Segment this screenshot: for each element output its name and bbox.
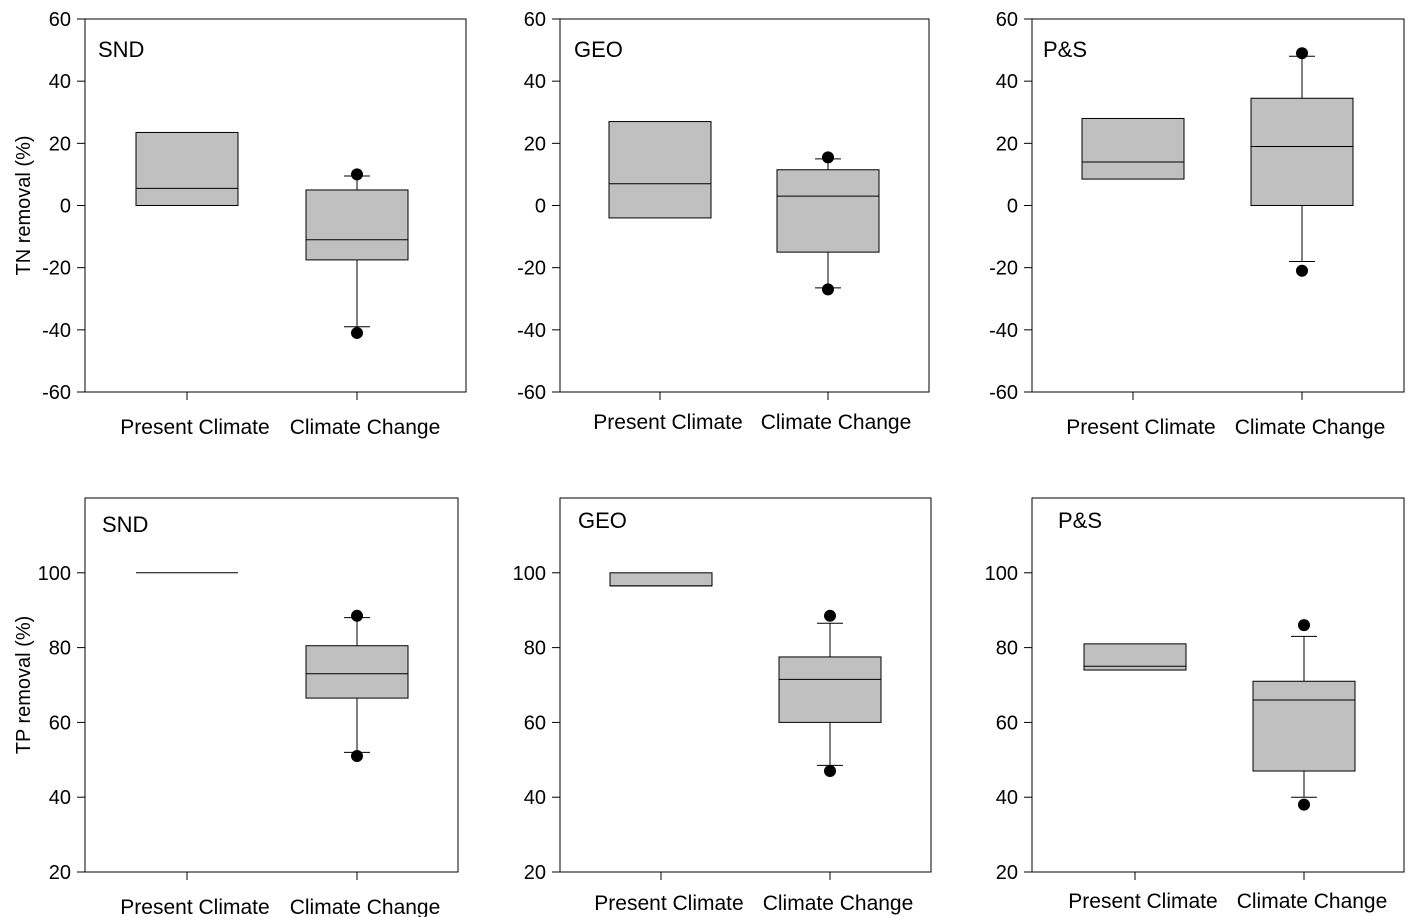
y-tick-label: -60 bbox=[517, 382, 546, 404]
x-category-label: Present Climate bbox=[593, 411, 742, 434]
y-tick-label: 60 bbox=[996, 712, 1018, 734]
y-tick-label: -60 bbox=[42, 382, 71, 404]
plot-frame bbox=[1031, 497, 1405, 873]
y-tick-label: 20 bbox=[996, 133, 1018, 155]
box bbox=[609, 572, 713, 587]
y-tick-label: 60 bbox=[524, 9, 546, 31]
y-tick-label: 100 bbox=[985, 563, 1018, 585]
x-category-label: Climate Change bbox=[290, 416, 441, 439]
outlier-point bbox=[822, 283, 834, 296]
box bbox=[776, 169, 880, 253]
panel-label: P&S bbox=[1043, 37, 1087, 62]
y-tick-label: 80 bbox=[996, 638, 1018, 660]
y-tick-label: 0 bbox=[1007, 196, 1018, 218]
panel-label: GEO bbox=[578, 508, 627, 533]
y-tick-label: 20 bbox=[49, 862, 71, 884]
x-category-label: Present Climate bbox=[1066, 416, 1215, 439]
y-tick-label: 20 bbox=[524, 133, 546, 155]
box bbox=[608, 121, 712, 219]
x-category-label: Present Climate bbox=[594, 892, 743, 915]
y-tick-label: 60 bbox=[49, 712, 71, 734]
y-tick-label: 40 bbox=[524, 71, 546, 93]
outlier-point bbox=[824, 609, 836, 622]
y-tick-label: -40 bbox=[517, 320, 546, 342]
y-tick-label: 60 bbox=[996, 9, 1018, 31]
outlier-point bbox=[1296, 47, 1308, 60]
x-category-label: Present Climate bbox=[120, 416, 269, 439]
outlier-point bbox=[351, 168, 363, 181]
y-tick-label: 40 bbox=[49, 71, 71, 93]
x-category-label: Climate Change bbox=[763, 892, 914, 915]
panel-label: GEO bbox=[574, 37, 623, 62]
x-category-label: Climate Change bbox=[1237, 890, 1388, 913]
x-category-label: Climate Change bbox=[1235, 416, 1386, 439]
y-tick-label: -60 bbox=[989, 382, 1018, 404]
x-category-label: Present Climate bbox=[120, 896, 269, 917]
y-tick-label: 100 bbox=[38, 563, 71, 585]
x-category-label: Climate Change bbox=[761, 411, 912, 434]
y-tick-label: 80 bbox=[524, 638, 546, 660]
outlier-point bbox=[351, 609, 363, 622]
x-category-label: Climate Change bbox=[290, 896, 441, 917]
box bbox=[1083, 643, 1187, 671]
panel-label: SND bbox=[98, 37, 144, 62]
y-tick-label: 100 bbox=[513, 563, 546, 585]
y-tick-label: 80 bbox=[49, 638, 71, 660]
y-axis-title: TN removal (%) bbox=[13, 135, 35, 275]
outlier-point bbox=[351, 326, 363, 339]
y-tick-label: 0 bbox=[535, 196, 546, 218]
outlier-point bbox=[824, 765, 836, 778]
box bbox=[1252, 680, 1356, 772]
panel-label: SND bbox=[102, 512, 148, 537]
outlier-point bbox=[1298, 798, 1310, 811]
y-axis-title: TP removal (%) bbox=[13, 616, 35, 755]
y-tick-label: -40 bbox=[42, 320, 71, 342]
y-tick-label: 40 bbox=[49, 787, 71, 809]
y-tick-label: 60 bbox=[524, 712, 546, 734]
y-tick-label: 0 bbox=[60, 196, 71, 218]
y-tick-label: 20 bbox=[524, 862, 546, 884]
panel-label: P&S bbox=[1058, 508, 1102, 533]
box bbox=[305, 645, 409, 699]
y-tick-label: 60 bbox=[49, 9, 71, 31]
y-tick-label: 40 bbox=[996, 787, 1018, 809]
outlier-point bbox=[1296, 264, 1308, 277]
box bbox=[1250, 97, 1354, 206]
y-tick-label: 40 bbox=[524, 787, 546, 809]
y-tick-label: 20 bbox=[49, 133, 71, 155]
y-tick-label: 20 bbox=[996, 862, 1018, 884]
y-tick-label: -20 bbox=[989, 258, 1018, 280]
outlier-point bbox=[1298, 619, 1310, 632]
box bbox=[305, 189, 409, 261]
box bbox=[135, 131, 239, 206]
y-tick-label: -20 bbox=[517, 258, 546, 280]
y-tick-label: -40 bbox=[989, 320, 1018, 342]
y-tick-label: -20 bbox=[42, 258, 71, 280]
outlier-point bbox=[351, 750, 363, 763]
box bbox=[778, 656, 882, 723]
plot-frame bbox=[559, 497, 932, 873]
box bbox=[1081, 117, 1185, 180]
y-tick-label: 40 bbox=[996, 71, 1018, 93]
plot-frame bbox=[84, 497, 459, 873]
x-category-label: Present Climate bbox=[1068, 890, 1217, 913]
outlier-point bbox=[822, 151, 834, 164]
